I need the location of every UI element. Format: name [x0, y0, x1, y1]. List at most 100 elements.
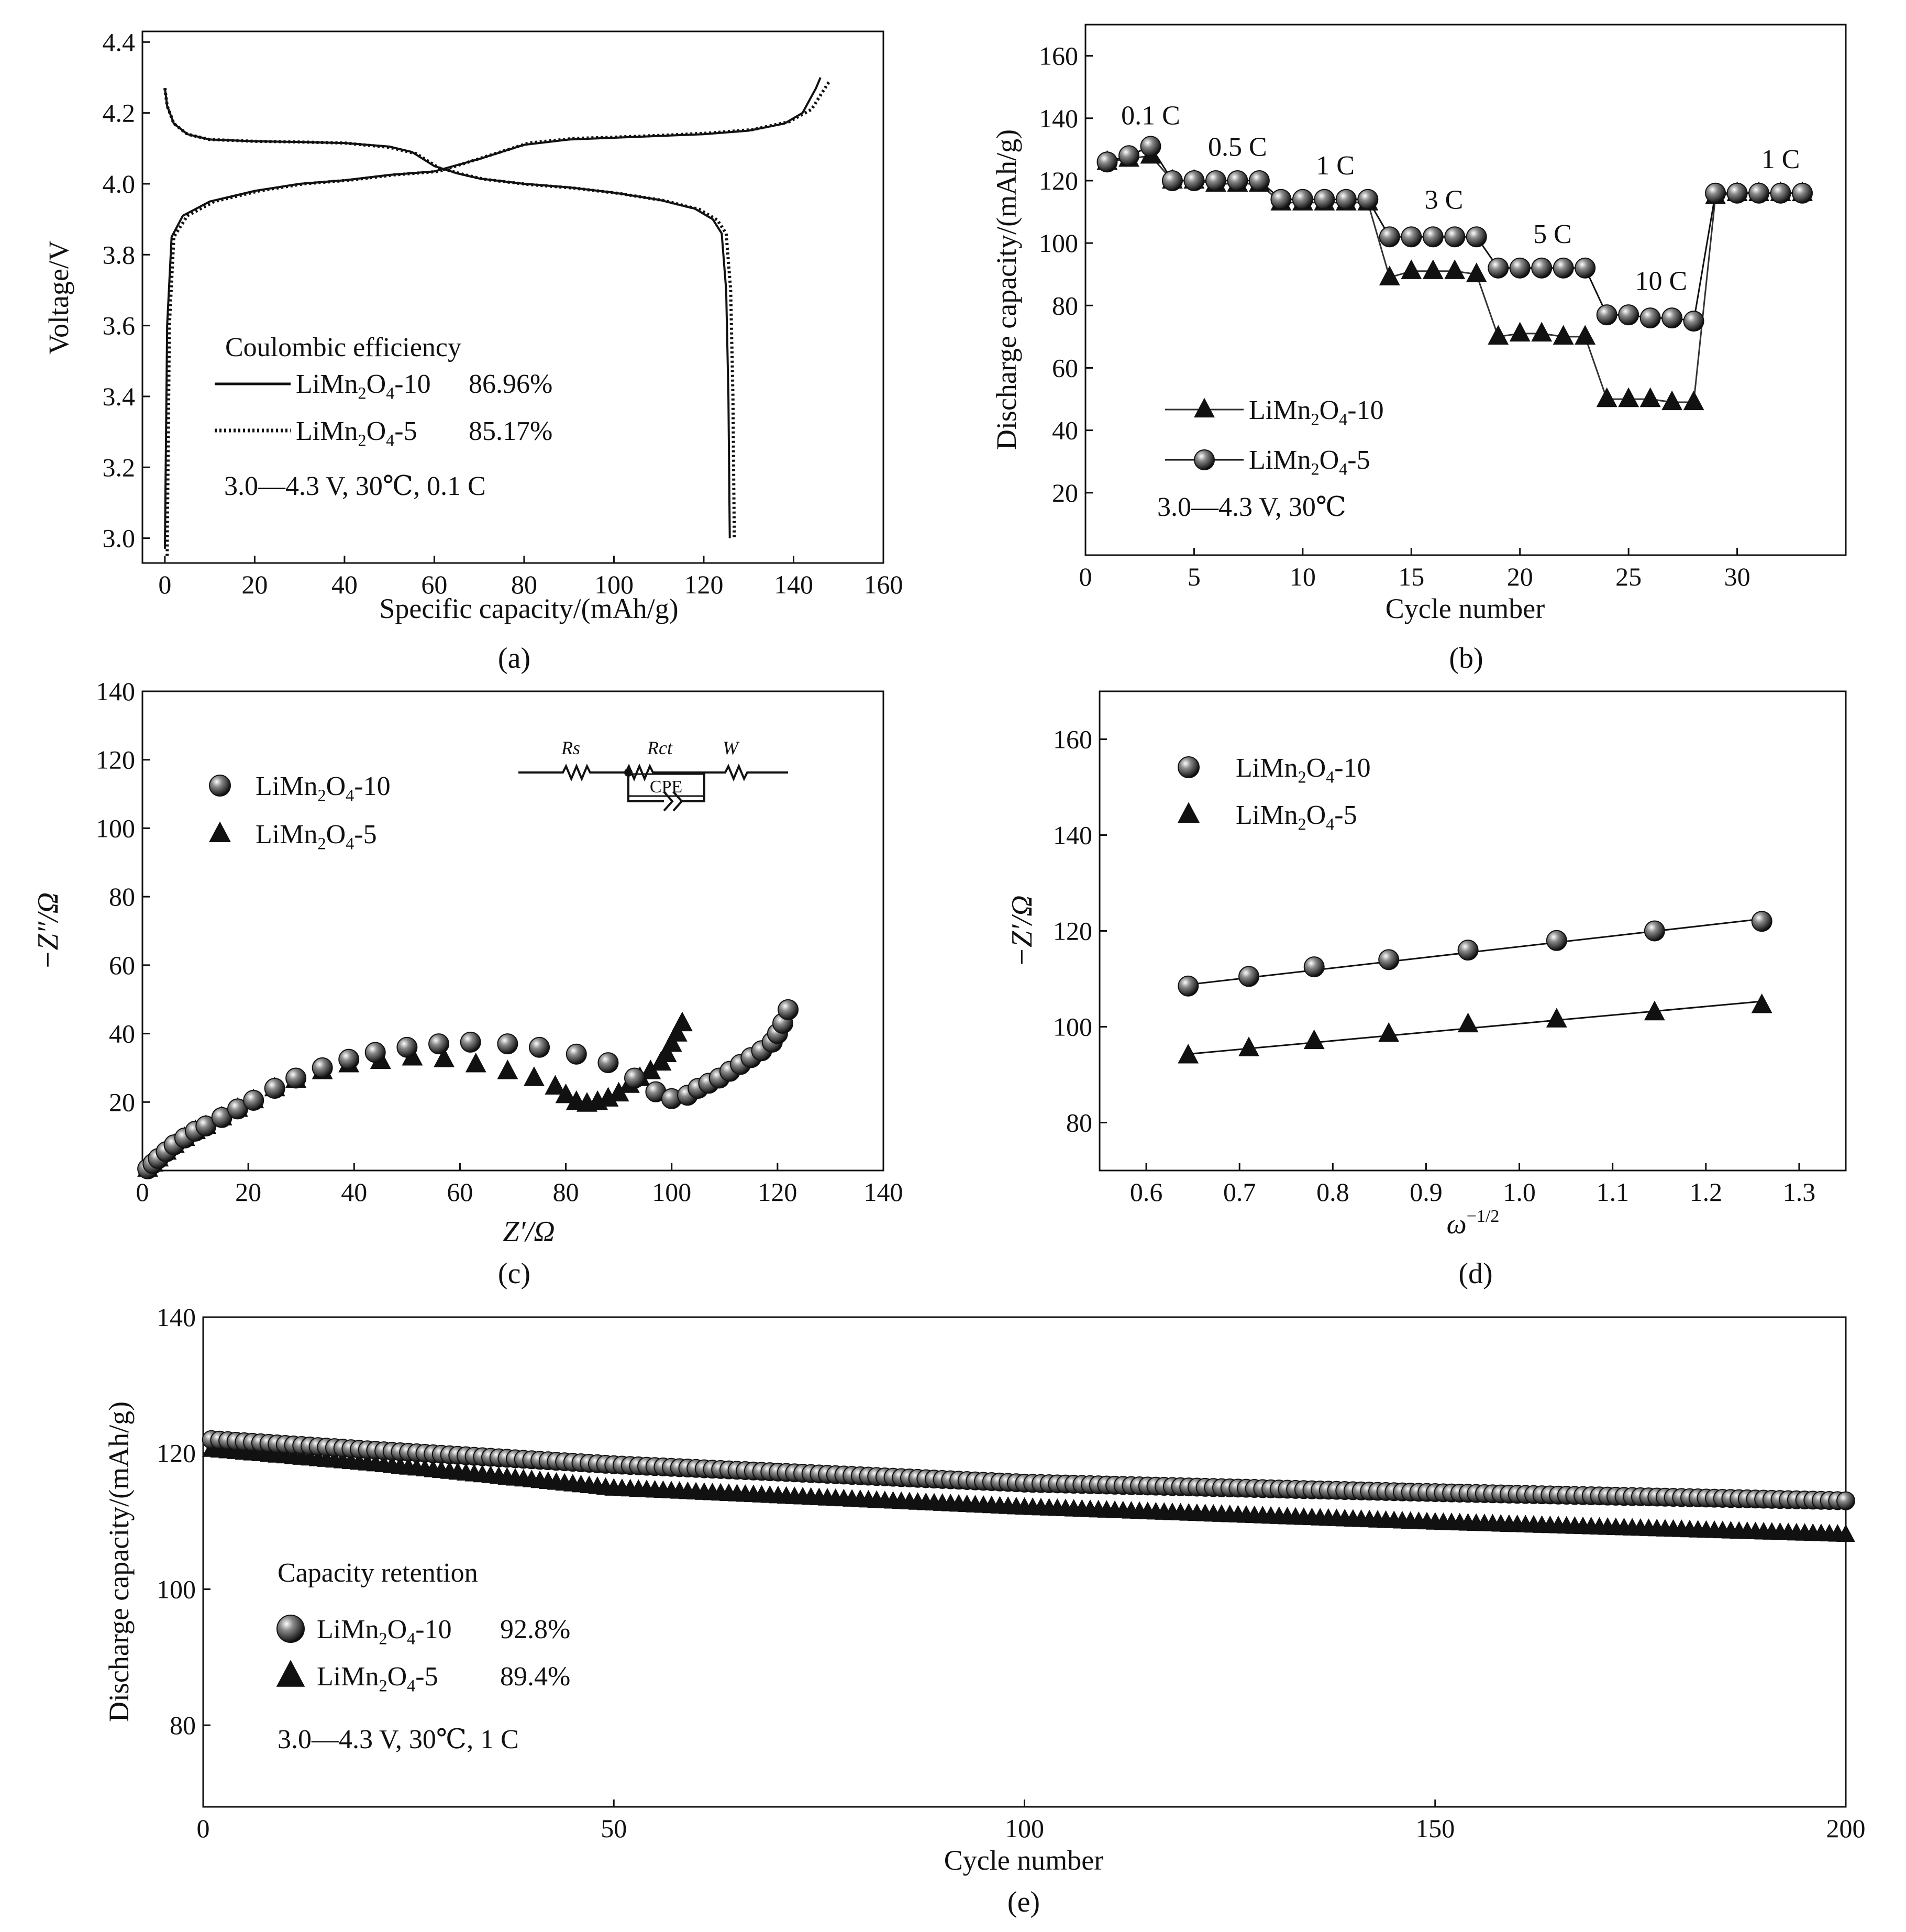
legend-label-limn2o4-10: LiMn2O4-10	[256, 771, 391, 804]
legend-retention-limn2o4-5: 89.4%	[500, 1662, 570, 1692]
x-tick-label: 120	[684, 570, 723, 599]
x-tick-label: 40	[341, 1177, 367, 1207]
data-point-limn2o4-10	[1553, 325, 1574, 345]
x-tick-label: 80	[553, 1177, 579, 1207]
axes-frame	[141, 30, 884, 564]
data-point-limn2o4-10	[312, 1057, 333, 1078]
y-tick-label: 4.0	[103, 169, 136, 198]
y-tick-label: 80	[109, 882, 135, 911]
data-point-limn2o4-10	[338, 1048, 360, 1070]
data-point-limn2o4-10	[1546, 930, 1567, 951]
y-tick-label: 40	[109, 1019, 135, 1048]
panel-b-rate-capability: 0 5 10 15 20 25 30 20 40 60 80 100 120 140 160 0.1 C 0.5…	[991, 24, 1847, 675]
x-tick-label: 160	[864, 570, 903, 599]
data-point-limn2o4-10	[1401, 259, 1422, 279]
condition-text: 3.0—4.3 V, 30℃, 0.1 C	[224, 471, 486, 501]
panel-a-voltage-profile: 0 20 40 60 80 100 120 140 160 3.0 3.2 3.4 3.6 3.8 4.0 4…	[43, 27, 903, 675]
data-point-limn2o4-5	[1466, 226, 1487, 248]
y-tick-label: 100	[157, 1574, 196, 1604]
legend-label-limn2o4-5: LiMn2O4-5	[1236, 800, 1357, 833]
y-tick-label: 80	[1052, 291, 1078, 320]
data-point-limn2o4-5	[1575, 257, 1596, 279]
data-point-limn2o4-5	[434, 1047, 455, 1067]
equivalent-circuit-inset: CPE Rs Rct W	[518, 737, 788, 812]
x-tick-label: 120	[758, 1177, 797, 1207]
y-tick-label: 120	[1053, 917, 1092, 946]
data-point-limn2o4-10	[1531, 322, 1553, 342]
data-point-limn2o4-5	[661, 1032, 682, 1052]
data-point-limn2o4-10	[1639, 387, 1661, 407]
x-tick-label: 100	[1005, 1814, 1044, 1843]
data-point-limn2o4-10	[428, 1033, 449, 1055]
y-tick-label: 3.2	[103, 452, 136, 482]
x-tick-label: 25	[1615, 562, 1642, 591]
circuit-label-rct: Rct	[647, 737, 673, 758]
data-point-limn2o4-10	[285, 1067, 307, 1089]
data-point-limn2o4-5	[1683, 311, 1704, 332]
legend-label-limn2o4-10: LiMn2O4-10	[317, 1615, 452, 1648]
data-point-limn2o4-10	[1379, 266, 1400, 285]
data-point-limn2o4-5	[1205, 170, 1226, 191]
data-point-limn2o4-5	[523, 1066, 545, 1086]
x-tick-label: 60	[421, 570, 447, 599]
data-point-limn2o4-5	[1096, 151, 1118, 173]
x-axis-label: ω−1/2	[1447, 1207, 1500, 1240]
circuit-label-rs: Rs	[561, 737, 580, 758]
series-limn2o4-10-discharge-line	[163, 88, 731, 538]
legend-label-limn2o4-5: LiMn2O4-5	[1249, 445, 1370, 478]
x-axis-label: Specific capacity/(mAh/g)	[379, 593, 678, 624]
data-point-limn2o4-5	[1270, 189, 1292, 210]
legend-marker-limn2o4-5	[1194, 449, 1215, 470]
data-point-limn2o4-5	[1509, 257, 1531, 279]
data-point-limn2o4-10	[1644, 920, 1665, 942]
y-tick-label: 140	[1053, 821, 1092, 850]
data-point-limn2o4-10	[1466, 262, 1487, 282]
data-point-limn2o4-10	[1683, 390, 1704, 411]
data-point-limn2o4-5	[671, 1011, 693, 1032]
data-point-limn2o4-5	[1726, 182, 1748, 204]
x-tick-label: 40	[331, 570, 358, 599]
legend-marker-limn2o4-5	[276, 1660, 305, 1687]
data-point-limn2o4-5	[1488, 257, 1509, 279]
x-tick-label: 0.7	[1223, 1177, 1256, 1207]
legend-marker-limn2o4-5	[1178, 802, 1200, 823]
x-tick-label: 20	[241, 570, 268, 599]
y-tick-label: 60	[109, 951, 135, 980]
legend-efficiency-limn2o4-10: 86.96%	[469, 369, 552, 399]
data-point-limn2o4-10	[243, 1090, 264, 1111]
legend-title: Capacity retention	[278, 1558, 478, 1588]
y-tick-label: 80	[170, 1710, 196, 1740]
data-point-limn2o4-5	[1457, 1012, 1479, 1033]
data-point-limn2o4-5	[1161, 170, 1183, 191]
y-axis-label: Discharge capacity/(mAh/g)	[991, 129, 1022, 450]
data-point-limn2o4-5	[1792, 182, 1813, 204]
data-point-limn2o4-10	[460, 1031, 481, 1053]
data-point-limn2o4-10	[1618, 387, 1639, 407]
legend-marker-limn2o4-10	[1178, 756, 1200, 778]
x-tick-label: 1.3	[1783, 1177, 1816, 1207]
x-tick-label: 100	[652, 1177, 691, 1207]
data-point-limn2o4-5	[1140, 136, 1161, 157]
y-tick-label: 160	[1053, 725, 1092, 754]
data-point-limn2o4-5	[1836, 1524, 1855, 1542]
data-point-limn2o4-10	[1575, 325, 1596, 345]
data-point-limn2o4-5	[1705, 182, 1726, 204]
data-point-limn2o4-10	[529, 1036, 550, 1058]
data-point-limn2o4-10	[1422, 259, 1444, 279]
data-point-limn2o4-5	[1639, 307, 1661, 329]
y-tick-label: 120	[96, 745, 135, 775]
legend-marker-limn2o4-10	[276, 1615, 305, 1643]
panel-label-a: (a)	[498, 642, 530, 675]
data-point-limn2o4-5	[1748, 182, 1770, 204]
y-tick-label: 160	[1039, 41, 1078, 71]
rate-label: 0.5 C	[1208, 132, 1267, 162]
x-tick-label: 30	[1724, 562, 1750, 591]
y-tick-label: 100	[96, 813, 135, 843]
y-tick-label: 60	[1052, 353, 1078, 382]
data-point-limn2o4-10	[1596, 387, 1617, 407]
data-point-limn2o4-5	[1618, 304, 1639, 326]
data-point-limn2o4-10	[1661, 390, 1683, 411]
data-point-limn2o4-5	[1335, 189, 1357, 210]
data-point-limn2o4-5	[1303, 1029, 1325, 1050]
